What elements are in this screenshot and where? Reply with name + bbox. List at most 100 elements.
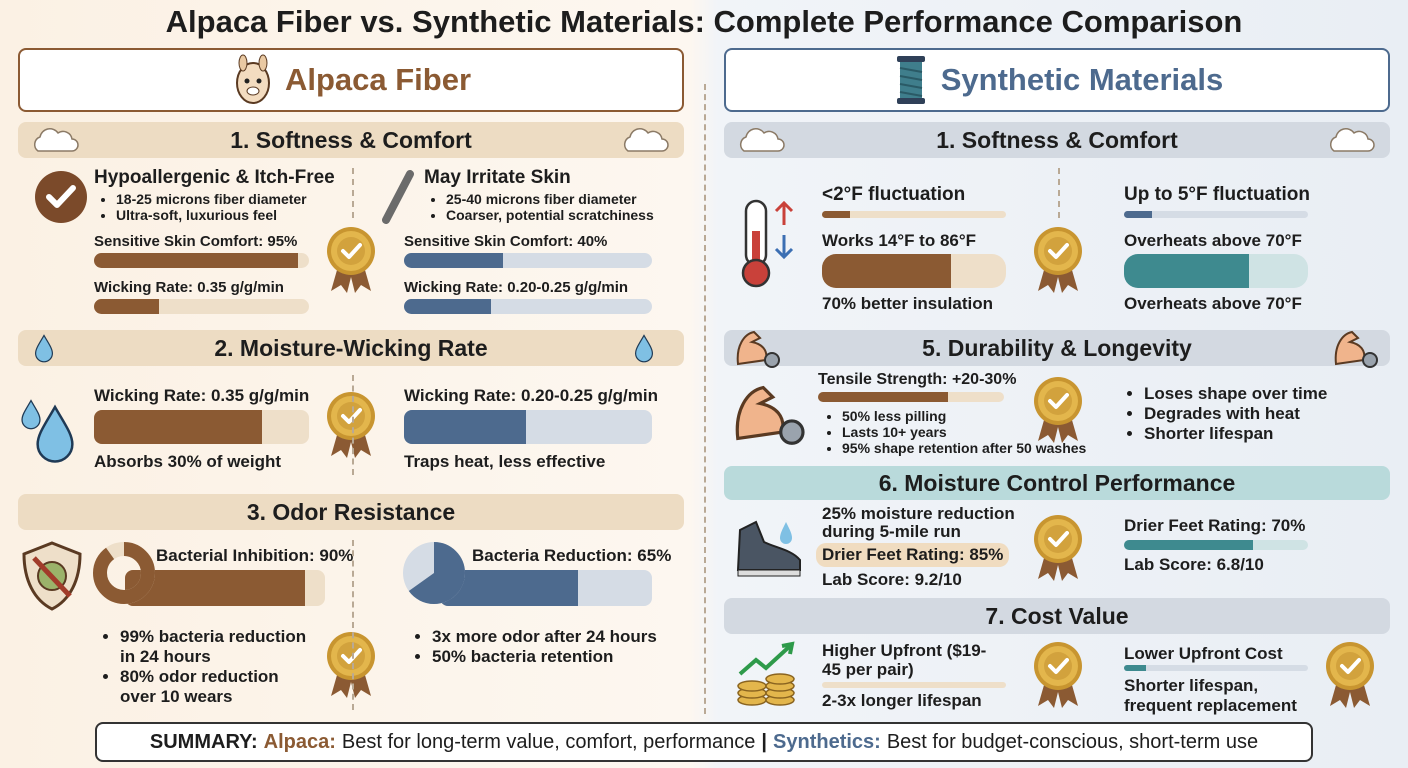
line: 25% moisture reduction during 5-mile run	[822, 504, 1015, 541]
section-heading: 3. Odor Resistance	[246, 498, 456, 525]
section-heading: 7. Cost Value	[985, 602, 1129, 629]
bar-label: Wicking Rate: 0.20-0.25 g/g/min	[404, 279, 629, 296]
note: Shorter lifespan, frequent replacement	[1124, 676, 1297, 715]
summary-synthetic-label: Synthetics:	[773, 730, 881, 753]
bar-track	[822, 211, 1006, 218]
divider	[704, 84, 706, 714]
bar-track	[94, 410, 309, 444]
muscle-icon	[736, 330, 780, 368]
summary-separator: |	[761, 730, 768, 753]
check-icon	[35, 171, 87, 223]
bullet: Loses shape over time	[1144, 384, 1327, 404]
bar-fill	[1124, 665, 1147, 671]
section-banner: 7. Cost Value	[724, 598, 1390, 634]
bullet-list: 50% less pillingLasts 10+ years95% shape…	[822, 408, 1102, 456]
bar-fill	[822, 211, 850, 218]
section-heading: 2. Moisture-Wicking Rate	[214, 334, 488, 361]
cloud-icon	[620, 127, 670, 155]
col-title: Higher Upfront ($19-45 per pair)	[822, 641, 987, 679]
medal-icon	[325, 390, 377, 460]
donut-arc	[93, 542, 155, 604]
bar-track	[822, 682, 1006, 688]
section-banner: 1. Softness & Comfort	[18, 122, 684, 158]
bullet: 18-25 microns fiber diameter	[116, 191, 307, 207]
bar-label: Overheats above 70°F	[1124, 231, 1302, 250]
bullet: 95% shape retention after 50 washes	[842, 440, 1102, 456]
bullet: 50% less pilling	[842, 408, 1102, 424]
bar-track	[1124, 665, 1308, 671]
medal-icon	[1032, 513, 1084, 583]
highlight-line: Drier Feet Rating: 85%	[816, 543, 1010, 567]
section-banner: 6. Moisture Control Performance	[724, 466, 1390, 500]
bullet: 80% odor reduction over 10 wears	[120, 667, 315, 707]
bar-fill	[818, 392, 949, 402]
bar-fill	[822, 254, 951, 288]
coins-icon	[737, 641, 795, 706]
note: Overheats above 70°F	[1124, 294, 1302, 313]
bullet-list: 18-25 microns fiber diameterUltra-soft, …	[96, 191, 307, 223]
bullet-list: 25-40 microns fiber diameterCoarser, pot…	[426, 191, 654, 223]
header-text: Synthetic Materials	[940, 62, 1224, 97]
medal-icon	[1032, 640, 1084, 710]
bar-label: Drier Feet Rating: 70%	[1124, 516, 1306, 535]
summary-alpaca-text: Best for long-term value, comfort, perfo…	[341, 730, 756, 753]
page-title: Alpaca Fiber vs. Synthetic Materials: Co…	[165, 4, 1243, 39]
bar-track	[1124, 211, 1308, 218]
pie-slice	[403, 542, 465, 604]
col-title: <2°F fluctuation	[822, 184, 966, 205]
medal-icon	[325, 225, 377, 295]
line: Lab Score: 9.2/10	[822, 570, 962, 589]
section-banner: 1. Softness & Comfort	[724, 122, 1390, 158]
section-banner: 3. Odor Resistance	[18, 494, 684, 530]
muscle-icon	[735, 385, 805, 445]
bullet-list: 99% bacteria reduction in 24 hours80% od…	[100, 627, 315, 707]
fiber-icon	[382, 170, 414, 224]
bar-track	[1124, 254, 1308, 288]
section-heading: 5. Durability & Longevity	[922, 334, 1192, 361]
col-title: Up to 5°F fluctuation	[1124, 184, 1310, 205]
header-text: Alpaca Fiber	[284, 62, 472, 97]
drop-icon	[632, 333, 656, 363]
bullet: Lasts 10+ years	[842, 424, 1102, 440]
divider	[352, 540, 354, 710]
medal-icon	[325, 630, 377, 700]
bullet: 3x more odor after 24 hours	[432, 627, 672, 647]
note: Traps heat, less effective	[404, 452, 606, 471]
medal-icon	[1032, 375, 1084, 445]
donut-chart	[93, 542, 155, 604]
synthetic-header: Synthetic Materials	[724, 48, 1390, 112]
bullet: Shorter lifespan	[1144, 424, 1327, 444]
bar-fill	[1124, 254, 1250, 288]
bar-label: Wicking Rate: 0.35 g/g/min	[94, 279, 284, 296]
cloud-icon	[736, 127, 786, 155]
bar-fill	[1124, 540, 1253, 550]
bar-fill	[94, 410, 262, 444]
medal-icon	[1324, 640, 1376, 710]
bullet: Coarser, potential scratchiness	[446, 207, 654, 223]
bar-label: Sensitive Skin Comfort: 95%	[94, 233, 298, 250]
drop-icon	[30, 402, 80, 464]
section-heading: 6. Moisture Control Performance	[878, 469, 1236, 496]
divider	[352, 168, 354, 218]
bar-label: Wicking Rate: 0.20-0.25 g/g/min	[404, 386, 658, 405]
alpaca-icon	[235, 54, 270, 104]
bar-track	[404, 299, 652, 314]
bullet: Degrades with heat	[1144, 404, 1327, 424]
col-title: Hypoallergenic & Itch-Free	[94, 167, 335, 188]
bar-fill	[404, 253, 504, 268]
bullet: 50% bacteria retention	[432, 647, 672, 667]
bar-label: Bacterial Inhibition: 90%	[156, 546, 354, 565]
bullet: Ultra-soft, luxurious feel	[116, 207, 307, 223]
divider	[352, 375, 354, 475]
bar-fill	[1124, 211, 1152, 218]
bar-track	[440, 570, 652, 606]
cloud-icon	[1326, 127, 1376, 155]
note: Absorbs 30% of weight	[94, 452, 282, 471]
bar-track	[94, 253, 309, 268]
bar-track	[1124, 540, 1308, 550]
bar-fill	[125, 570, 305, 606]
note: Lab Score: 6.8/10	[1124, 555, 1264, 574]
bar-fill	[404, 299, 491, 314]
bar-label: Tensile Strength: +20-30%	[818, 371, 1017, 388]
bar-track	[404, 253, 652, 268]
